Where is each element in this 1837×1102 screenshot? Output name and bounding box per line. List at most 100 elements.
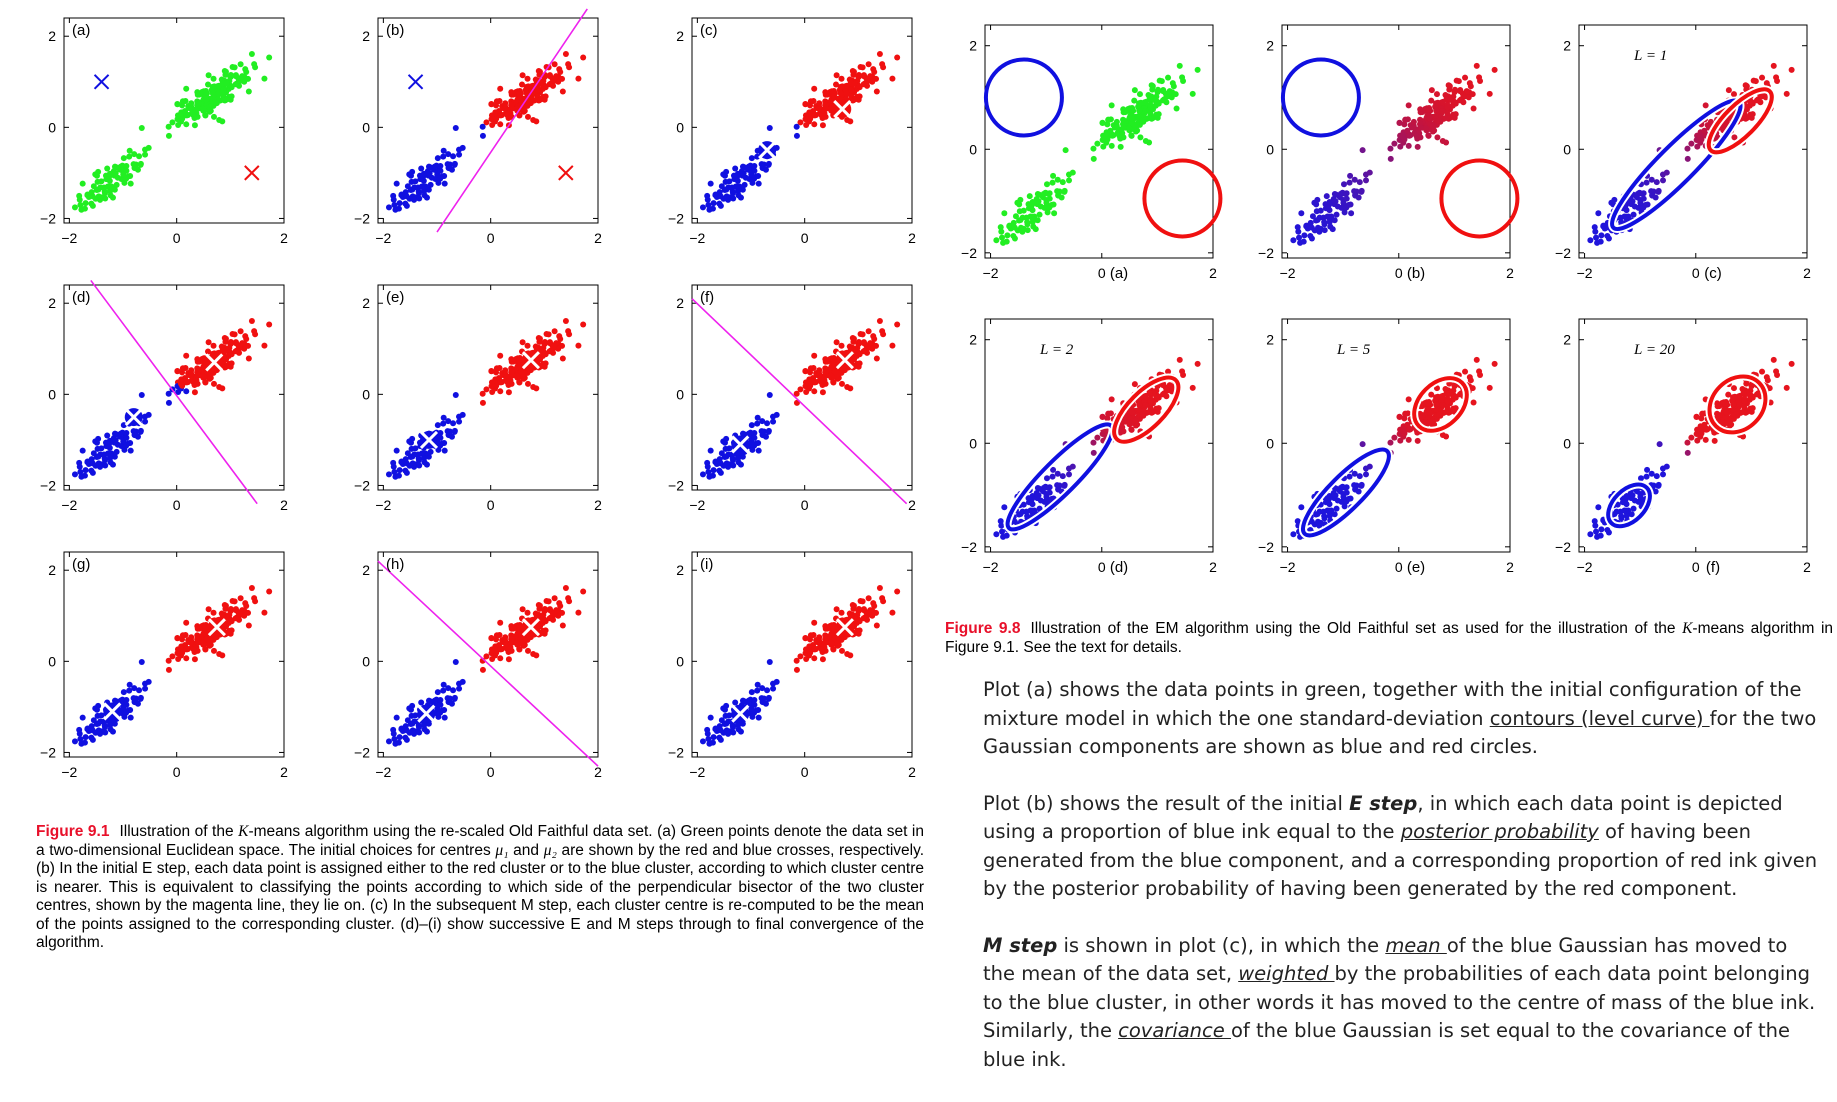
data-point [865,61,872,68]
data-point [1404,127,1411,134]
data-point [202,379,209,386]
data-point [1029,218,1036,225]
data-point [838,647,845,654]
y-tick-label: 2 [362,28,370,44]
data-point [1129,408,1136,415]
data-point [754,687,761,694]
data-point [385,204,392,211]
data-point [513,372,520,379]
data-point [723,168,730,175]
data-point [533,96,540,103]
data-point [227,71,234,78]
component-contour [1301,447,1391,538]
data-point [1722,400,1729,407]
data-point [1062,147,1069,154]
data-point [427,181,434,188]
data-point [502,634,509,641]
y-tick-label: −2 [1258,539,1274,555]
data-point [1359,147,1366,154]
data-point [219,96,226,103]
data-point [1693,413,1700,420]
x-tick-label: −2 [1280,559,1296,575]
data-point [1587,531,1594,538]
centre-cross [244,165,260,181]
y-tick-label: −2 [354,744,370,760]
data-point [1652,488,1659,495]
x-tick-label: 0 [1098,559,1106,575]
note-paragraph-b: Plot (b) shows the result of the initial… [983,791,1818,901]
data-point [127,714,134,721]
data-point [1000,239,1007,246]
data-point [1061,187,1068,194]
data-point [1630,211,1637,218]
data-point [248,317,255,324]
data-point [1595,504,1602,511]
data-point [431,697,438,704]
data-point [1099,119,1106,126]
data-point [754,414,761,421]
data-point [120,155,127,162]
data-point [847,118,854,125]
x-tick-label: 2 [1209,559,1217,575]
data-point [131,685,138,692]
data-point [1131,97,1138,104]
data-point [1345,495,1352,502]
data-point [392,206,399,213]
data-point [834,371,841,378]
data-point [534,87,541,94]
data-point [850,71,857,78]
data-point [822,91,829,98]
data-point [1604,526,1611,533]
y-tick-label: −2 [668,210,684,226]
data-point [112,437,119,444]
data-point [227,630,234,637]
data-point [770,685,777,692]
data-point [145,411,152,418]
data-point [725,730,732,737]
data-point [830,623,837,630]
data-point [434,155,441,162]
data-point [1648,470,1655,477]
data-point [755,714,762,721]
iteration-label: L = 2 [1039,342,1074,358]
data-point [502,639,509,646]
data-point [855,71,862,78]
data-point [1637,493,1644,500]
data-point [206,638,213,645]
data-point [822,105,829,112]
data-point [1644,466,1651,473]
data-point [1017,196,1024,203]
data-point [723,702,730,709]
data-point [541,605,548,612]
data-point [440,420,447,427]
data-point [1125,419,1132,426]
note-paragraph-c: M step is shown in plot (c), in which th… [983,933,1816,1071]
data-point [1321,512,1328,519]
data-point [802,635,809,642]
data-point [847,652,854,659]
data-point [533,652,540,659]
data-point [113,181,120,188]
data-point [504,646,511,653]
data-point [84,458,91,465]
data-point [452,125,459,132]
data-point [136,153,143,160]
data-point [445,151,452,158]
data-point [1414,437,1421,444]
data-point [1109,132,1116,139]
data-point [1136,401,1143,408]
data-point [1366,169,1373,176]
data-point [742,174,749,181]
y-tick-label: 0 [48,119,56,135]
data-point [1591,518,1598,525]
data-point [857,330,864,337]
data-point [97,196,104,203]
data-point [488,635,495,642]
data-point [236,77,243,84]
data-point [183,655,190,662]
data-point [816,634,823,641]
data-point [865,595,872,602]
data-point [78,740,85,747]
data-point [1105,410,1112,417]
note-paragraph-a: Plot (a) shows the data points in green,… [983,678,1817,758]
